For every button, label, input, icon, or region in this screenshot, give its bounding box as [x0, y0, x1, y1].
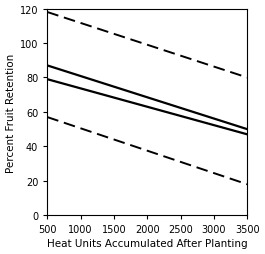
Y-axis label: Percent Fruit Retention: Percent Fruit Retention [6, 53, 16, 172]
X-axis label: Heat Units Accumulated After Planting: Heat Units Accumulated After Planting [47, 239, 248, 248]
